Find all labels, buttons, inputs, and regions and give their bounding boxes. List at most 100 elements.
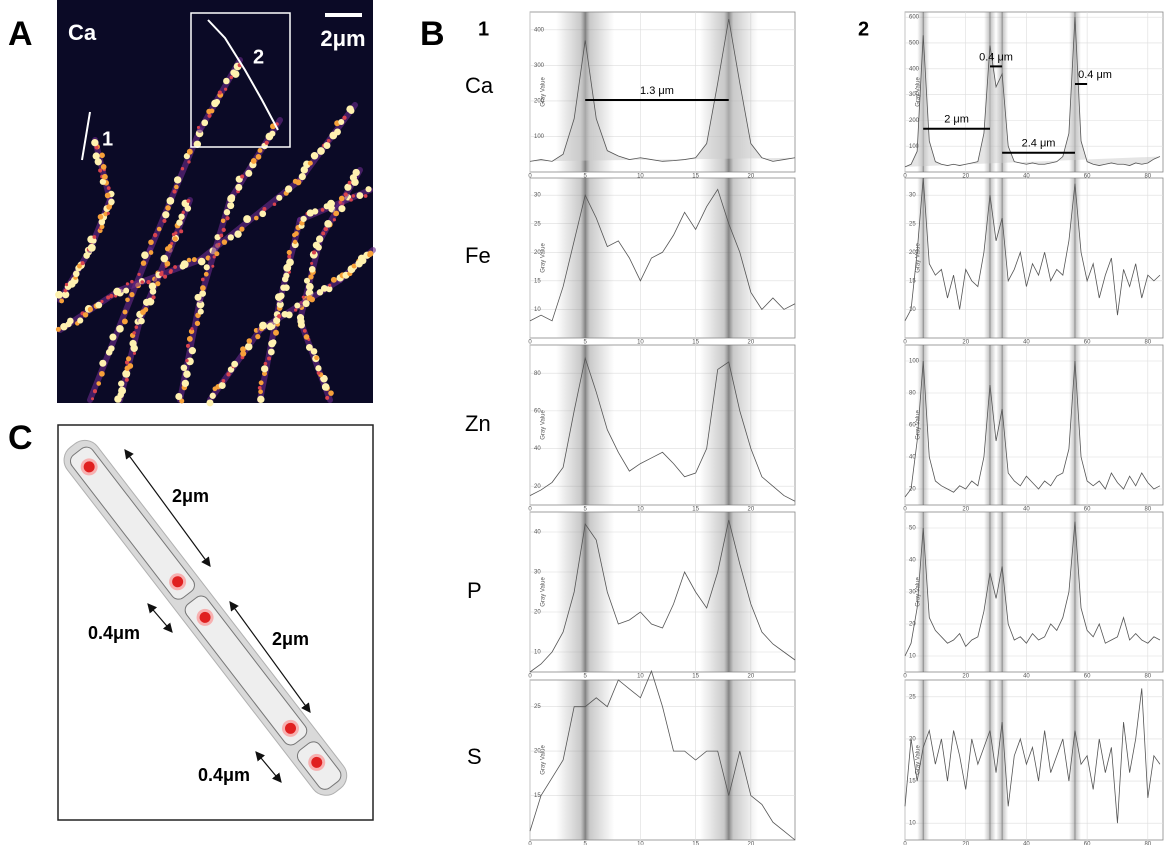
distance-label: 0.4 μm xyxy=(1078,69,1112,81)
y-tick-label: 300 xyxy=(534,63,545,69)
y-tick-label: 20 xyxy=(909,487,916,493)
granule xyxy=(173,265,177,269)
granule xyxy=(346,105,354,113)
distance-label: 1.3 μm xyxy=(640,85,674,97)
granule xyxy=(283,272,290,279)
granule xyxy=(162,211,170,219)
x-tick-label: 60 xyxy=(1084,340,1091,346)
filament xyxy=(92,137,113,203)
granule xyxy=(320,374,328,383)
y-tick-label: 30 xyxy=(909,590,916,596)
profile-line xyxy=(207,19,279,131)
granule xyxy=(106,211,110,215)
granule xyxy=(214,234,221,241)
granule xyxy=(258,389,263,395)
y-tick-label: 300 xyxy=(909,92,920,98)
y-tick-label: 20 xyxy=(534,250,541,256)
y-tick-label: 600 xyxy=(909,15,920,21)
granule xyxy=(148,250,154,255)
granule xyxy=(257,395,265,404)
granule xyxy=(151,295,156,300)
granule xyxy=(125,297,130,303)
granule xyxy=(311,250,317,255)
granule xyxy=(125,356,132,362)
granule xyxy=(124,377,129,382)
y-tick-label: 15 xyxy=(534,793,541,799)
y-tick-label: 40 xyxy=(909,558,916,564)
granule xyxy=(272,202,277,206)
peak-band xyxy=(699,345,758,505)
granule xyxy=(293,308,298,312)
granule xyxy=(338,205,346,213)
x-tick-label: 0 xyxy=(528,507,532,513)
granule xyxy=(292,239,298,245)
y-tick-label: 400 xyxy=(909,66,920,72)
profile-line xyxy=(529,669,796,841)
granule xyxy=(244,342,253,351)
granule xyxy=(207,113,212,118)
x-tick-label: 0 xyxy=(903,340,907,346)
granule xyxy=(64,282,69,287)
y-tick-label: 500 xyxy=(909,41,920,47)
granule xyxy=(129,339,137,348)
granule xyxy=(121,318,128,325)
granule xyxy=(325,395,330,400)
granule xyxy=(328,390,334,396)
granule xyxy=(338,118,345,126)
y-tick-label: 60 xyxy=(534,408,541,414)
granule xyxy=(118,386,127,395)
peak-band xyxy=(917,512,930,672)
row-label: P xyxy=(467,578,482,603)
granule xyxy=(91,397,95,401)
x-tick-label: 0 xyxy=(528,674,532,680)
granule xyxy=(320,207,325,212)
granule xyxy=(223,77,230,85)
granule xyxy=(63,288,68,293)
x-tick-label: 20 xyxy=(747,674,754,680)
granule xyxy=(196,125,201,129)
granule xyxy=(211,264,215,268)
granule xyxy=(302,329,307,333)
y-tick-label: 15 xyxy=(909,278,916,284)
granule xyxy=(365,186,372,193)
granule xyxy=(174,184,179,190)
granule xyxy=(270,339,277,346)
x-tick-label: 20 xyxy=(962,842,969,845)
granule xyxy=(99,359,107,367)
granule xyxy=(303,277,311,284)
granule xyxy=(295,179,302,186)
x-tick-label: 5 xyxy=(584,842,588,845)
granule xyxy=(342,115,347,120)
peak-band xyxy=(996,512,1009,672)
granule xyxy=(245,169,253,177)
y-tick-label: 50 xyxy=(909,526,916,532)
granule xyxy=(155,281,161,287)
peak-band xyxy=(1068,345,1081,505)
granule xyxy=(194,293,202,301)
granule xyxy=(148,239,154,246)
granule xyxy=(55,290,63,299)
granule xyxy=(122,369,131,378)
y-tick-label: 25 xyxy=(909,221,916,227)
granule xyxy=(316,289,324,296)
granule xyxy=(305,282,314,291)
plot-area xyxy=(904,679,1164,841)
y-tick-label: 100 xyxy=(534,134,545,140)
y-tick-label: 40 xyxy=(534,530,541,536)
granule xyxy=(276,194,283,201)
granule xyxy=(100,163,107,170)
granule xyxy=(307,160,313,166)
granule xyxy=(99,224,105,230)
granule xyxy=(321,231,326,236)
granule xyxy=(140,260,147,266)
granule xyxy=(160,270,164,274)
granule xyxy=(344,183,352,191)
granule xyxy=(228,194,236,201)
y-tick-label: 20 xyxy=(909,737,916,743)
granule xyxy=(138,317,145,325)
granule xyxy=(226,372,231,377)
granule xyxy=(240,350,247,357)
granule xyxy=(140,280,145,284)
granule xyxy=(286,249,292,255)
peak-band xyxy=(556,345,615,505)
